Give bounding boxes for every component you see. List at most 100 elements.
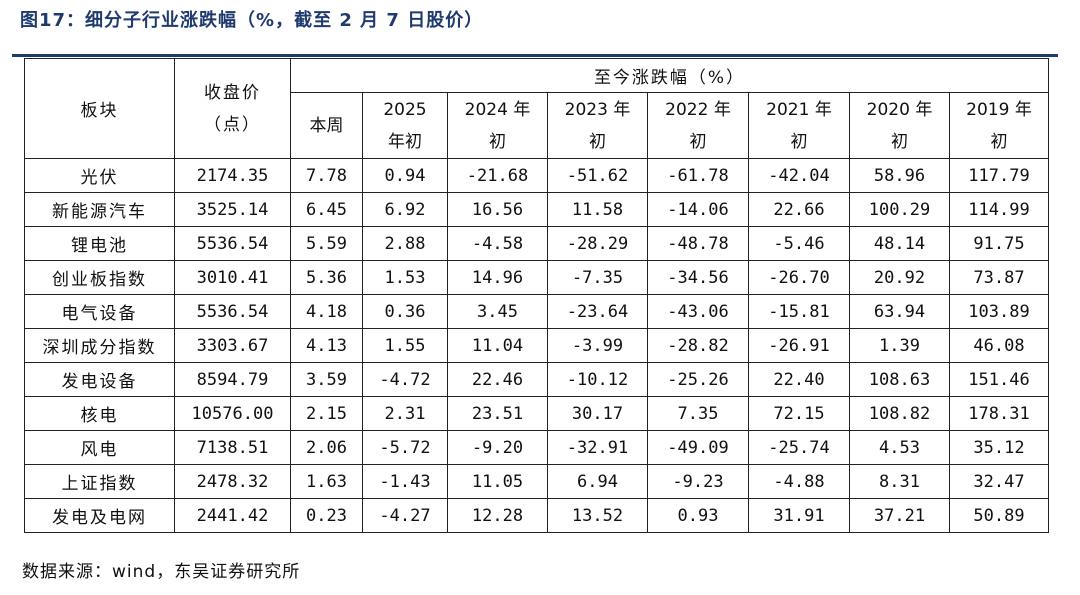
cell-close: 5536.54 [174, 294, 291, 329]
cell-change: 37.21 [849, 498, 950, 533]
cell-change: -49.09 [647, 430, 749, 465]
cell-change: 58.96 [849, 158, 950, 193]
cell-sector: 上证指数 [24, 464, 175, 499]
cell-change: 63.94 [849, 294, 950, 329]
table-row: 锂电池 5536.54 5.59 2.88 -4.58 -28.29 -48.78 -5.46… [24, 226, 1050, 261]
cell-change: 2.15 [290, 396, 363, 431]
cell-change: -21.68 [447, 158, 548, 193]
col-header-period-line1: 2023 年 [564, 99, 631, 120]
header-row-1: 板块 收盘价 （点） 至今涨跌幅（%） [24, 58, 1050, 159]
cell-change: -4.58 [447, 226, 548, 261]
cell-change: 1.55 [362, 328, 448, 363]
cell-change: -9.23 [647, 464, 749, 499]
cell-change: 2.31 [362, 396, 448, 431]
col-group-header-change: 至今涨跌幅（%） [289, 58, 1050, 93]
cell-change: 91.75 [948, 226, 1050, 261]
cell-change: -28.29 [547, 226, 648, 261]
cell-change: 117.79 [948, 158, 1050, 193]
cell-change: 16.56 [447, 192, 548, 227]
col-header-period-line1: 2019 年 [966, 99, 1032, 120]
cell-change: -4.27 [362, 498, 448, 533]
cell-change: -14.06 [647, 192, 749, 227]
cell-change: 114.99 [948, 192, 1050, 227]
source-note: 数据来源：wind，东吴证券研究所 [22, 562, 301, 582]
table-row: 新能源汽车 3525.14 6.45 6.92 16.56 11.58 -14.06 22.6… [24, 192, 1050, 227]
cell-change: 20.92 [849, 260, 950, 295]
cell-change: 30.17 [547, 396, 648, 431]
col-header-period-line1: 2025 [383, 99, 427, 120]
table-row: 创业板指数 3010.41 5.36 1.53 14.96 -7.35 -34.56 -26.… [24, 260, 1050, 295]
cell-close: 10576.00 [174, 396, 291, 431]
col-header-period: 2023 年初 [547, 92, 648, 159]
cell-change: 22.46 [447, 362, 548, 397]
cell-change: -26.91 [748, 328, 850, 363]
table-row: 上证指数 2478.32 1.63 -1.43 11.05 6.94 -9.23 -4.88 8… [24, 464, 1050, 499]
cell-close: 3303.67 [174, 328, 291, 363]
col-header-period-line1: 2022 年 [665, 99, 731, 120]
cell-change: 11.58 [547, 192, 648, 227]
cell-change: 0.36 [362, 294, 448, 329]
col-header-period: 2024 年初 [447, 92, 548, 159]
col-header-period-line2: 初 [891, 131, 908, 152]
cell-change: -48.78 [647, 226, 749, 261]
cell-change: 12.28 [447, 498, 548, 533]
cell-sector: 电气设备 [24, 294, 175, 329]
cell-change: 4.13 [290, 328, 363, 363]
cell-change: 4.53 [849, 430, 950, 465]
cell-change: 100.29 [849, 192, 950, 227]
cell-change: 11.05 [447, 464, 548, 499]
cell-close: 3010.41 [174, 260, 291, 295]
cell-change: -25.74 [748, 430, 850, 465]
col-header-period: 2021 年初 [748, 92, 850, 159]
col-header-sector: 板块 [24, 58, 175, 159]
cell-change: 14.96 [447, 260, 548, 295]
cell-change: -3.99 [547, 328, 648, 363]
cell-sector: 新能源汽车 [24, 192, 175, 227]
cell-change: -51.62 [547, 158, 648, 193]
cell-change: 0.23 [290, 498, 363, 533]
cell-change: 108.82 [849, 396, 950, 431]
col-header-period-line2: 初 [689, 131, 707, 152]
col-header-period-line2: 年初 [388, 131, 422, 152]
cell-sector: 核电 [24, 396, 175, 431]
table-row: 深圳成分指数 3303.67 4.13 1.55 11.04 -3.99 -28.82 -26… [24, 328, 1050, 363]
table-row: 发电及电网 2441.42 0.23 -4.27 12.28 13.52 0.93 31.91… [24, 498, 1050, 533]
sector-returns-table: 板块 收盘价 （点） 至今涨跌幅（%） 本周 2025 年初 2024 年初 2023 … [24, 58, 1050, 533]
cell-change: 0.94 [362, 158, 448, 193]
cell-change: -4.88 [748, 464, 850, 499]
col-header-period: 2020 年初 [849, 92, 950, 159]
col-header-period: 2022 年初 [647, 92, 749, 159]
cell-close: 8594.79 [174, 362, 291, 397]
cell-change: -10.12 [547, 362, 648, 397]
col-header-close-line2: （点） [204, 114, 261, 135]
col-header-period-line2: 初 [790, 131, 808, 152]
cell-close: 2174.35 [174, 158, 291, 193]
col-header-period-line1: 本周 [309, 115, 344, 136]
col-header-period-line1: 2021 年 [766, 99, 832, 120]
cell-change: 151.46 [948, 362, 1050, 397]
cell-change: 48.14 [849, 226, 950, 261]
table-row: 风电 7138.51 2.06 -5.72 -9.20 -32.91 -49.09 -25.7… [24, 430, 1050, 465]
col-header-period-line1: 2020 年 [866, 99, 933, 120]
cell-change: 7.78 [290, 158, 363, 193]
cell-change: 0.93 [647, 498, 749, 533]
cell-change: 3.59 [290, 362, 363, 397]
cell-change: 6.45 [290, 192, 363, 227]
col-header-close-line1: 收盘价 [204, 82, 261, 103]
cell-change: 4.18 [290, 294, 363, 329]
cell-change: 1.39 [849, 328, 950, 363]
cell-change: -23.64 [547, 294, 648, 329]
col-header-period: 本周 [290, 92, 363, 159]
cell-change: 13.52 [547, 498, 648, 533]
cell-change: 46.08 [948, 328, 1050, 363]
col-header-period: 2019 年初 [948, 92, 1050, 159]
cell-change: -9.20 [447, 430, 548, 465]
cell-change: 73.87 [948, 260, 1050, 295]
cell-change: 5.36 [290, 260, 363, 295]
cell-change: 72.15 [748, 396, 850, 431]
cell-close: 7138.51 [174, 430, 291, 465]
col-header-period-line2: 初 [489, 131, 506, 152]
cell-change: -1.43 [362, 464, 448, 499]
cell-change: -34.56 [647, 260, 749, 295]
cell-change: -32.91 [547, 430, 648, 465]
